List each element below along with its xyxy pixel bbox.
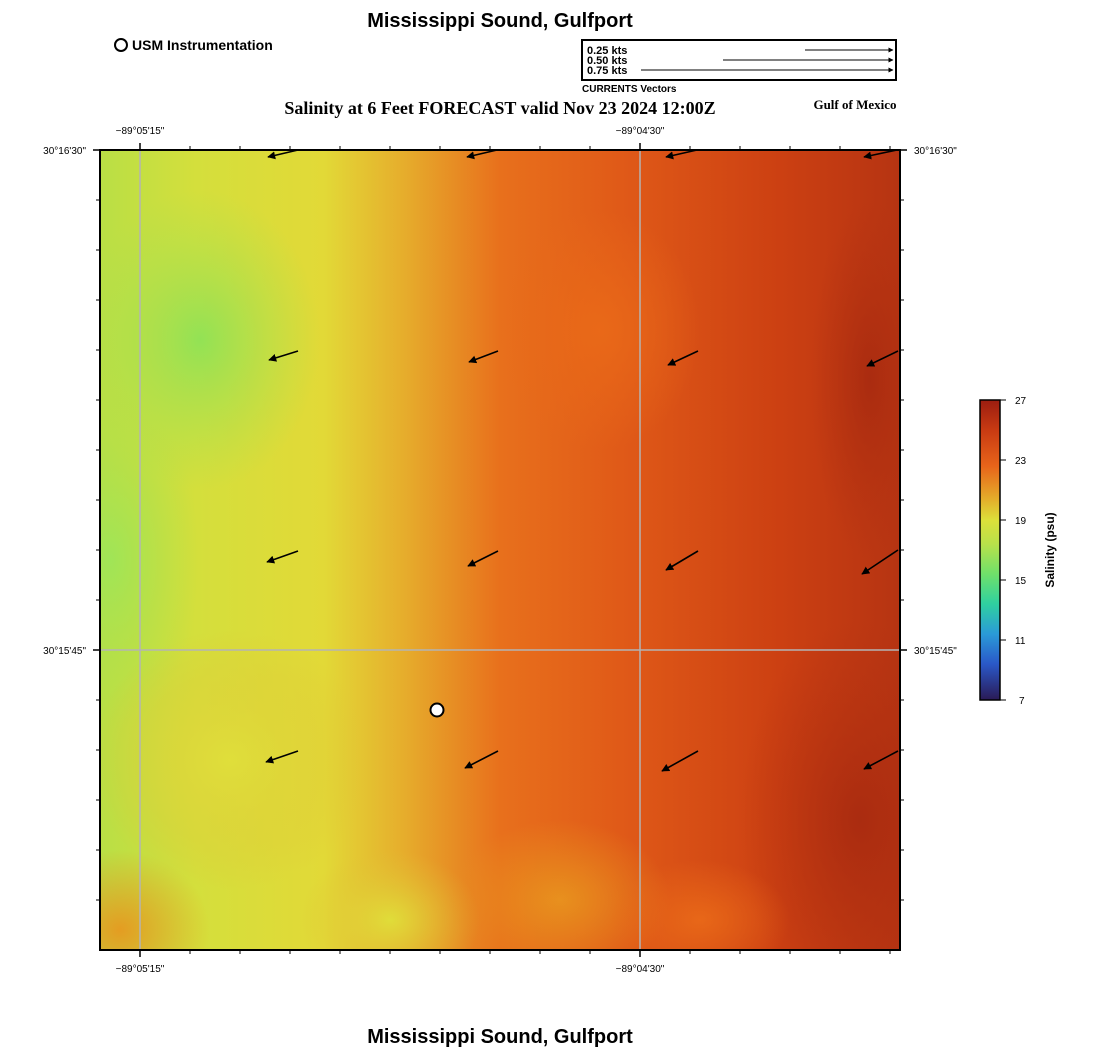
graticule bbox=[100, 150, 900, 950]
current-vectors bbox=[265, 149, 899, 772]
current-arrow bbox=[661, 750, 699, 772]
vector-legend-caption: CURRENTS Vectors bbox=[582, 84, 677, 95]
station-circle-icon bbox=[114, 38, 128, 52]
map-subtitle: Salinity at 6 Feet FORECAST valid Nov 23… bbox=[284, 98, 716, 118]
lon-label-bottom-1: −89°05'15" bbox=[116, 964, 165, 975]
current-arrow bbox=[466, 149, 498, 160]
vector-legend-label-2: 0.50 kts bbox=[587, 55, 628, 67]
current-arrow bbox=[866, 350, 899, 367]
lat-label-left-2: 30°15'45" bbox=[43, 646, 86, 657]
current-arrow bbox=[861, 549, 899, 575]
vector-legend-arrows bbox=[641, 47, 894, 73]
vector-legend-label-3: 0.75 kts bbox=[587, 65, 628, 77]
lon-label-top-1: −89°05'15" bbox=[116, 126, 165, 137]
station-legend-label: USM Instrumentation bbox=[132, 37, 273, 53]
current-arrow bbox=[863, 750, 899, 770]
colorbar-tick: 11 bbox=[1015, 636, 1026, 647]
current-arrow bbox=[665, 149, 698, 160]
current-arrow bbox=[265, 750, 299, 764]
colorbar-tick: 7 bbox=[1019, 696, 1025, 707]
colorbar-ramp bbox=[979, 399, 1001, 701]
colorbar-tick: 23 bbox=[1015, 456, 1027, 467]
current-arrow bbox=[464, 750, 499, 769]
lon-label-bottom-2: −89°04'30" bbox=[616, 964, 665, 975]
map-title: Mississippi Sound, Gulfport bbox=[367, 10, 633, 32]
vector-legend-label-1: 0.25 kts bbox=[587, 45, 628, 57]
salinity-colorbar: 27 23 19 15 11 7 Salinity (psu) bbox=[979, 396, 1057, 707]
current-arrow bbox=[266, 550, 299, 564]
lat-label-right-1: 30°16'30" bbox=[914, 146, 957, 157]
current-arrow bbox=[468, 350, 499, 364]
station-legend: USM Instrumentation bbox=[114, 37, 273, 53]
colorbar-label: Salinity (psu) bbox=[1043, 512, 1057, 587]
current-arrow bbox=[667, 350, 699, 366]
frame-ticks bbox=[93, 143, 907, 957]
colorbar-tick: 27 bbox=[1015, 396, 1027, 407]
station-marker[interactable] bbox=[429, 702, 445, 718]
lat-label-left-1: 30°16'30" bbox=[43, 146, 86, 157]
current-arrow bbox=[863, 149, 898, 160]
lon-label-top-2: −89°04'30" bbox=[616, 126, 665, 137]
minor-ticks bbox=[96, 146, 904, 954]
colorbar-tick: 15 bbox=[1015, 576, 1027, 587]
salinity-field bbox=[100, 150, 900, 950]
current-arrow bbox=[467, 550, 499, 567]
current-arrow bbox=[267, 149, 299, 160]
current-arrow bbox=[665, 550, 699, 571]
current-arrow bbox=[268, 350, 299, 362]
vector-legend-box: 0.25 kts 0.50 kts 0.75 kts bbox=[581, 39, 897, 81]
colorbar-tick: 19 bbox=[1015, 516, 1027, 527]
region-label: Gulf of Mexico bbox=[813, 97, 897, 112]
footer-title: Mississippi Sound, Gulfport bbox=[367, 1026, 633, 1048]
lat-label-right-2: 30°15'45" bbox=[914, 646, 957, 657]
